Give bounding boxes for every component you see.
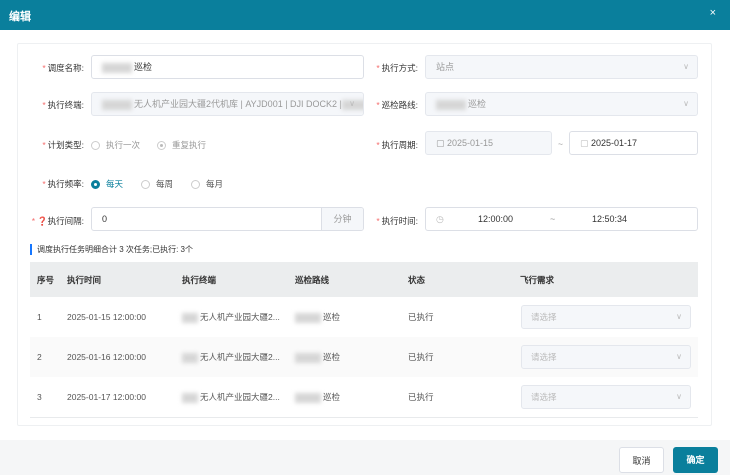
flight-demand-select[interactable]: 请选择 ∨ [521,385,691,409]
row-no: 3 [37,392,42,402]
table-row: 2 2025-01-16 12:00:00 无人机产业园大疆2... 巡检 已执… [30,337,698,377]
radio-repeat[interactable]: 重复执行 [157,139,206,151]
chevron-down-icon: ∨ [683,62,689,71]
row-route: 巡检 [295,391,340,403]
table-row: 3 2025-01-17 12:00:00 无人机产业园大疆2... 巡检 已执… [30,377,698,417]
period-label: * 执行周期: [376,140,418,150]
flight-demand-select[interactable]: 请选择 ∨ [521,305,691,329]
col-header: 执行时间 [67,274,102,285]
col-header: 巡检路线 [295,274,330,285]
exec-time-label: * 执行时间: [376,216,418,226]
calendar-icon: ▢ [436,138,448,148]
dialog-title: 编辑 [9,11,31,23]
col-header: 飞行需求 [520,274,555,285]
exec-time-start[interactable]: 12:00:00 [478,214,514,224]
row-time: 2025-01-16 12:00:00 [67,352,146,362]
col-header: 序号 [37,274,55,285]
col-header: 状态 [408,274,426,285]
exec-mode-label: * 执行方式: [376,63,418,73]
row-route: 巡检 [295,311,340,323]
row-status: 已执行 [408,392,434,402]
schedule-name-input[interactable]: 巡检 [91,55,364,79]
interval-input[interactable]: 0 分钟 [91,207,364,231]
interval-unit: 分钟 [321,208,363,230]
clock-icon: ◷ [436,214,444,224]
frequency-label: * 执行频率: [42,179,84,189]
radio-weekly[interactable]: 每周 [141,178,173,190]
table-header: 序号 执行时间 执行终端 巡检路线 状态 飞行需求 [30,262,698,297]
route-select[interactable]: 巡检 ∨ [425,92,698,116]
route-label: * 巡检路线: [376,100,418,110]
row-time: 2025-01-17 12:00:00 [67,392,146,402]
row-terminal: 无人机产业园大疆2... [182,351,280,363]
row-terminal: 无人机产业园大疆2... [182,311,280,323]
radio-once[interactable]: 执行一次 [91,139,140,151]
dialog-footer [0,440,730,475]
calendar-icon: ▢ [580,138,592,148]
close-icon[interactable]: × [709,7,716,19]
task-table: 序号 执行时间 执行终端 巡检路线 状态 飞行需求 1 2025-01-15 1… [30,262,698,418]
flight-demand-select[interactable]: 请选择 ∨ [521,345,691,369]
help-icon[interactable]: ❓ [37,216,48,226]
chevron-down-icon: ∨ [676,392,682,401]
radio-monthly[interactable]: 每月 [191,178,223,190]
form-card [17,43,712,426]
col-header: 执行终端 [182,274,217,285]
period-start-input[interactable]: ▢ 2025-01-15 [425,131,552,155]
chevron-down-icon: ∨ [683,99,689,108]
interval-label: * ❓执行间隔: [31,216,84,226]
radio-daily[interactable]: 每天 [91,178,123,190]
period-separator: ~ [558,139,563,149]
row-time: 2025-01-15 12:00:00 [67,312,146,322]
terminal-select[interactable]: 无人机产业园大疆2代机库 | AYJD001 | DJI DOCK2 |E.∨ [91,92,364,116]
row-status: 已执行 [408,312,434,322]
terminal-label: * 执行终端: [42,100,84,110]
chevron-down-icon: ∨ [676,312,682,321]
chevron-down-icon: ∨ [676,352,682,361]
chevron-down-icon: ∨ [349,99,355,108]
exec-time-end[interactable]: 12:50:34 [592,214,628,224]
section-title: 调度执行任务明细合计 3 次任务;已执行: 3个 [30,244,193,255]
row-no: 2 [37,352,42,362]
row-terminal: 无人机产业园大疆2... [182,391,280,403]
cancel-button[interactable]: 取消 [619,447,664,473]
row-status: 已执行 [408,352,434,362]
exec-mode-select[interactable]: 站点 ∨ [425,55,698,79]
period-end-input[interactable]: ▢ 2025-01-17 [569,131,698,155]
dialog-header: 编辑 × [0,0,730,30]
schedule-name-label: * 调度名称: [42,63,84,73]
row-no: 1 [37,312,42,322]
plan-type-label: * 计划类型: [42,140,84,150]
table-row: 1 2025-01-15 12:00:00 无人机产业园大疆2... 巡检 已执… [30,297,698,337]
confirm-button[interactable]: 确定 [673,447,718,473]
row-route: 巡检 [295,351,340,363]
exec-time-separator: ~ [550,214,556,224]
exec-time-range[interactable]: ◷ 12:00:00 ~ 12:50:34 [425,207,698,231]
